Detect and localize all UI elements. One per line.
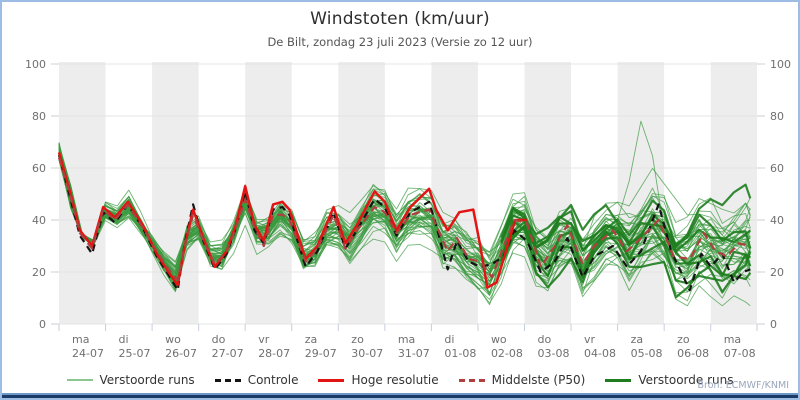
day-band xyxy=(617,62,665,324)
x-axis-day-label: do xyxy=(538,333,552,346)
y-axis-label-left: 0 xyxy=(39,318,46,331)
x-axis-day-label: ma xyxy=(724,333,741,346)
day-band xyxy=(524,62,571,324)
chart-title: Windstoten (km/uur) xyxy=(310,9,490,29)
y-axis-label-left: 100 xyxy=(25,58,46,71)
x-axis-day-label: do xyxy=(212,333,226,346)
chart-subtitle: De Bilt, zondag 23 juli 2023 (Versie zo … xyxy=(267,35,533,49)
x-axis-day-label: zo xyxy=(351,333,364,346)
legend-item-verstoorde-runs-thin: Verstoorde runs xyxy=(66,373,195,387)
legend-label: Verstoorde runs xyxy=(99,373,195,387)
x-axis-date-label: 01-08 xyxy=(444,347,476,360)
x-axis-day-label: zo xyxy=(677,333,690,346)
x-axis-date-label: 27-07 xyxy=(212,347,244,360)
thick-green-line-swatch xyxy=(605,378,632,382)
x-axis-date-label: 02-08 xyxy=(491,347,523,360)
x-axis-day-label: di xyxy=(119,333,129,346)
legend-item-middelste-p50: Middelste (P50) xyxy=(458,373,586,387)
legend-label: Hoge resolutie xyxy=(351,373,439,387)
legend-item-hoge-resolutie: Hoge resolutie xyxy=(318,373,439,387)
y-axis-label-left: 20 xyxy=(32,266,46,279)
legend-label: Middelste (P50) xyxy=(491,373,586,387)
x-axis-date-label: 30-07 xyxy=(351,347,383,360)
x-axis-date-label: 05-08 xyxy=(631,347,663,360)
x-axis-day-label: za xyxy=(305,333,318,346)
x-axis-date-label: 03-08 xyxy=(538,347,570,360)
x-axis-date-label: 28-07 xyxy=(258,347,290,360)
x-axis-day-label: di xyxy=(444,333,454,346)
y-axis-label-right: 20 xyxy=(770,266,784,279)
y-axis-label-right: 60 xyxy=(770,162,784,175)
x-axis-date-label: 31-07 xyxy=(398,347,430,360)
y-axis-label-right: 100 xyxy=(770,58,791,71)
y-axis-label-left: 80 xyxy=(32,110,46,123)
day-band xyxy=(59,62,106,324)
legend-item-verstoorde-runs-thick: Verstoorde runs xyxy=(605,373,733,387)
x-axis-date-label: 24-07 xyxy=(72,347,104,360)
legend-label: Verstoorde runs xyxy=(638,373,734,387)
hoge-resolutie-line xyxy=(57,152,527,289)
black-dashed-line-swatch xyxy=(214,378,241,382)
day-band xyxy=(431,62,478,324)
x-axis-day-label: wo xyxy=(491,333,507,346)
x-axis-day-label: wo xyxy=(165,333,181,346)
x-axis-day-label: za xyxy=(631,333,644,346)
ensemble-member-line xyxy=(58,152,751,275)
controle-line xyxy=(57,154,751,292)
y-axis-label-left: 40 xyxy=(32,214,46,227)
ensemble-member-line-thick xyxy=(500,213,751,289)
x-axis-day-label: ma xyxy=(72,333,89,346)
legend-label: Controle xyxy=(247,373,299,387)
y-axis-label-right: 80 xyxy=(770,110,784,123)
y-axis-label-left: 60 xyxy=(32,162,46,175)
y-axis-label-right: 0 xyxy=(770,318,777,331)
thin-green-line-swatch xyxy=(66,379,93,381)
legend: Verstoorde runs Controle Hoge resolutie … xyxy=(2,373,798,387)
x-axis-day-label: ma xyxy=(398,333,415,346)
x-axis-date-label: 04-08 xyxy=(584,347,616,360)
x-axis-date-label: 26-07 xyxy=(165,347,197,360)
x-axis-date-label: 07-08 xyxy=(724,347,756,360)
x-axis-date-label: 06-08 xyxy=(677,347,709,360)
source-credit: Bron: ECMWF/KNMI xyxy=(697,380,790,391)
red-line-swatch xyxy=(318,378,345,382)
x-axis-date-label: 29-07 xyxy=(305,347,337,360)
middelste-p50-line xyxy=(57,157,751,281)
legend-item-controle: Controle xyxy=(214,373,299,387)
day-band xyxy=(245,62,292,324)
y-axis-label-right: 40 xyxy=(770,214,784,227)
x-axis-day-label: vr xyxy=(258,333,270,346)
x-axis-date-label: 25-07 xyxy=(119,347,151,360)
darkred-dashed-line-swatch xyxy=(458,378,485,382)
x-axis-day-label: vr xyxy=(584,333,596,346)
